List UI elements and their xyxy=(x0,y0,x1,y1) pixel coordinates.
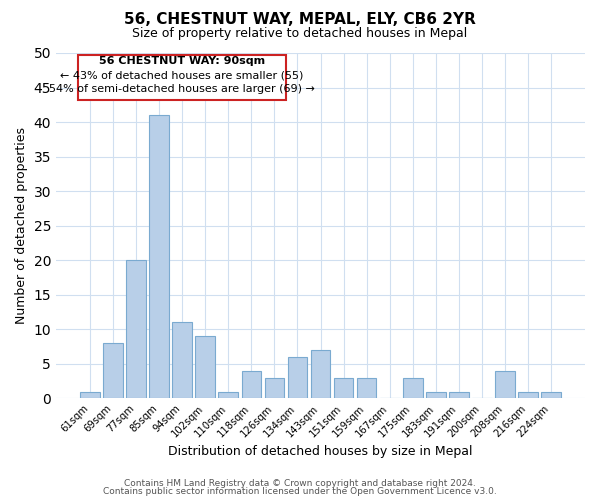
Text: 54% of semi-detached houses are larger (69) →: 54% of semi-detached houses are larger (… xyxy=(49,84,315,94)
Text: ← 43% of detached houses are smaller (55): ← 43% of detached houses are smaller (55… xyxy=(61,70,304,81)
Text: Contains HM Land Registry data © Crown copyright and database right 2024.: Contains HM Land Registry data © Crown c… xyxy=(124,478,476,488)
Bar xyxy=(126,260,146,398)
Bar xyxy=(449,392,469,398)
Bar xyxy=(403,378,422,398)
Bar xyxy=(172,322,192,398)
Bar xyxy=(265,378,284,398)
Text: 56 CHESTNUT WAY: 90sqm: 56 CHESTNUT WAY: 90sqm xyxy=(99,56,265,66)
Y-axis label: Number of detached properties: Number of detached properties xyxy=(15,127,28,324)
Bar xyxy=(426,392,446,398)
Bar xyxy=(334,378,353,398)
Bar xyxy=(80,392,100,398)
Bar xyxy=(287,357,307,399)
Bar xyxy=(103,343,123,398)
Bar xyxy=(149,115,169,399)
Bar xyxy=(541,392,561,398)
Bar xyxy=(518,392,538,398)
Text: 56, CHESTNUT WAY, MEPAL, ELY, CB6 2YR: 56, CHESTNUT WAY, MEPAL, ELY, CB6 2YR xyxy=(124,12,476,28)
Bar xyxy=(218,392,238,398)
Bar xyxy=(357,378,376,398)
Bar xyxy=(196,336,215,398)
X-axis label: Distribution of detached houses by size in Mepal: Distribution of detached houses by size … xyxy=(168,444,473,458)
Bar xyxy=(311,350,331,399)
Bar xyxy=(495,371,515,398)
Text: Contains public sector information licensed under the Open Government Licence v3: Contains public sector information licen… xyxy=(103,487,497,496)
Text: Size of property relative to detached houses in Mepal: Size of property relative to detached ho… xyxy=(133,28,467,40)
Bar xyxy=(242,371,261,398)
FancyBboxPatch shape xyxy=(79,55,286,100)
